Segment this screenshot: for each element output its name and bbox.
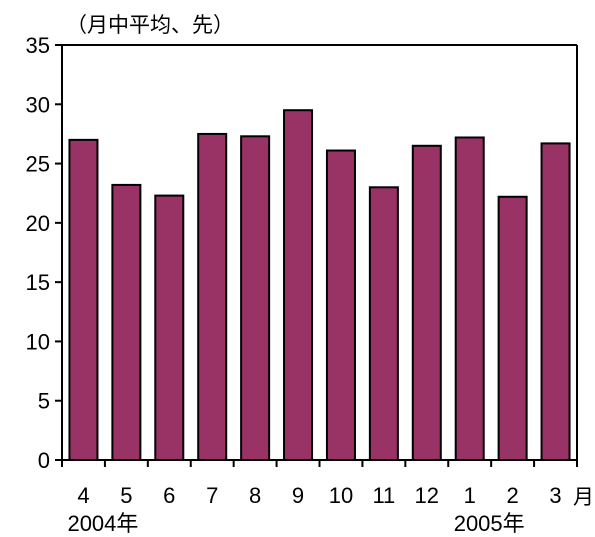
x-tick-label-3: 3 xyxy=(549,483,561,508)
bar-10 xyxy=(325,149,356,461)
year-label-1: 2005年 xyxy=(454,511,525,536)
bar-5 xyxy=(111,183,142,461)
bar-2 xyxy=(497,195,528,462)
x-tick-label-8: 8 xyxy=(249,483,261,508)
y-tick-label-20: 20 xyxy=(26,211,50,236)
y-tick-label-35: 35 xyxy=(26,33,50,58)
x-tick-label-4: 4 xyxy=(77,483,89,508)
bar-11 xyxy=(368,186,399,461)
y-tick-label-25: 25 xyxy=(26,152,50,177)
x-tick-label-9: 9 xyxy=(292,483,304,508)
x-tick-label-5: 5 xyxy=(120,483,132,508)
bar-12 xyxy=(411,144,442,461)
x-tick-label-2: 2 xyxy=(507,483,519,508)
bar-6 xyxy=(154,194,185,461)
y-tick-label-30: 30 xyxy=(26,92,50,117)
bar-3 xyxy=(540,142,571,461)
x-tick-label-1: 1 xyxy=(464,483,476,508)
x-axis-unit-label: 月 xyxy=(573,485,594,509)
y-axis: 0 5 10 15 20 25 30 35 xyxy=(26,33,578,473)
bar-9 xyxy=(283,109,314,462)
x-tick-label-11: 11 xyxy=(372,483,395,508)
x-tick-label-10: 10 xyxy=(329,483,353,508)
x-axis: 4 5 6 7 8 9 10 11 12 1 2 3 xyxy=(61,459,578,508)
x-tick-label-7: 7 xyxy=(206,483,218,508)
bar-series xyxy=(68,109,571,462)
y-tick-label-5: 5 xyxy=(38,389,50,414)
x-tick-label-6: 6 xyxy=(163,483,175,508)
bar-4 xyxy=(68,138,99,462)
x-tick-label-12: 12 xyxy=(415,483,439,508)
bar-8 xyxy=(240,135,271,462)
bar-7 xyxy=(197,132,228,461)
year-labels: 2004年 2005年 xyxy=(67,511,524,536)
y-tick-label-15: 15 xyxy=(26,270,50,295)
bar-1 xyxy=(454,136,485,462)
year-label-0: 2004年 xyxy=(67,511,138,536)
y-tick-label-10: 10 xyxy=(26,329,50,354)
y-axis-unit-label: （月中平均、先） xyxy=(66,13,234,37)
y-tick-label-0: 0 xyxy=(38,448,50,473)
